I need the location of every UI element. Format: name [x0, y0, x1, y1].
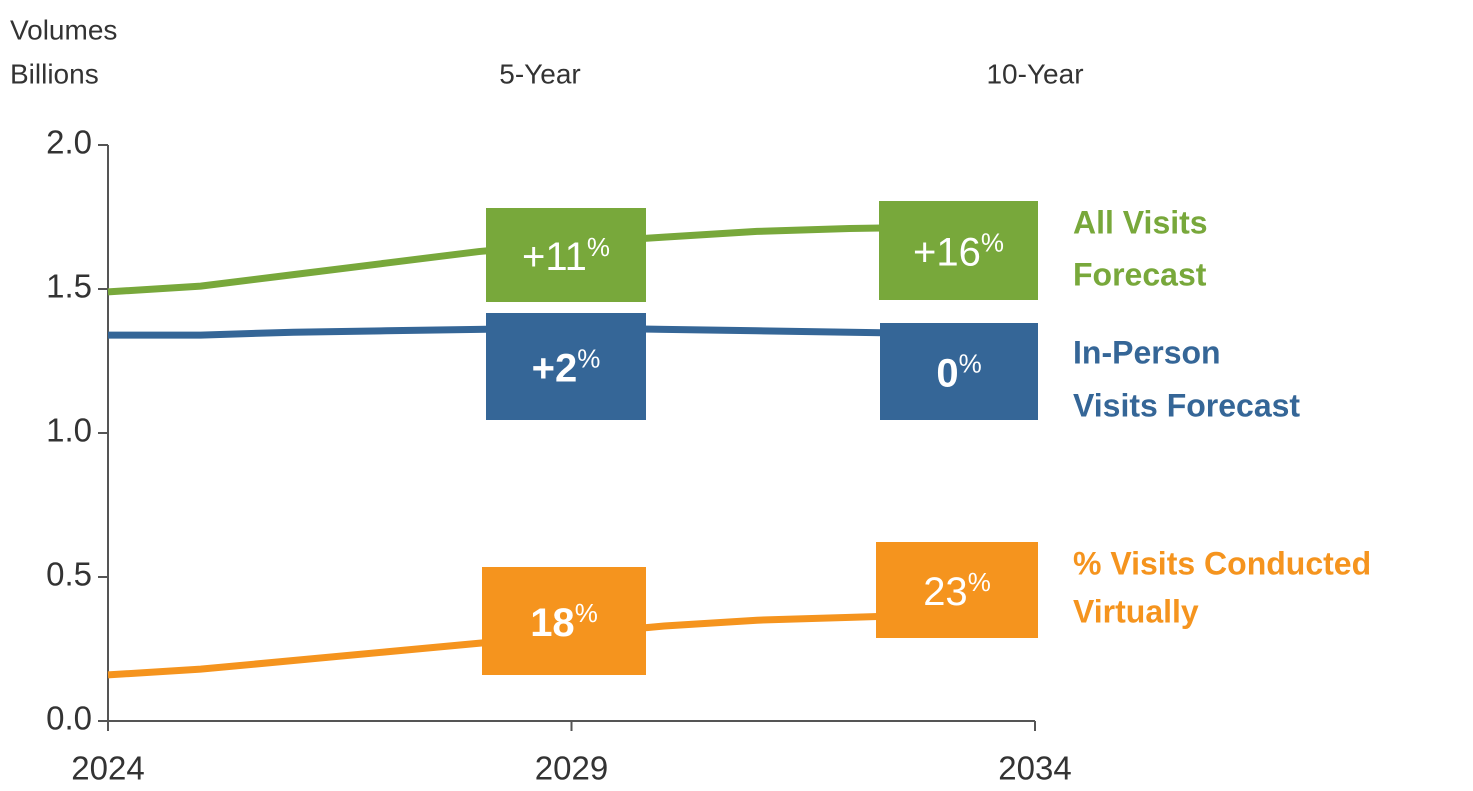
annotation-unit: % — [968, 567, 991, 597]
header: Volumes — [10, 14, 117, 45]
y-tick-label: 1.0 — [46, 412, 92, 449]
annotation-value: 0 — [936, 351, 958, 395]
annotation-unit: % — [959, 348, 982, 378]
annotation: +11% — [522, 232, 610, 279]
annotation-box — [486, 313, 646, 420]
annotation: 18% — [530, 598, 598, 645]
annotation-unit: % — [587, 232, 610, 262]
y-tick-label: 0.0 — [46, 700, 92, 737]
annotation: +16% — [913, 227, 1004, 274]
series-label: % Visits Conducted — [1073, 545, 1371, 581]
annotation-unit: % — [577, 343, 600, 373]
series-label: All Visits — [1073, 204, 1208, 240]
x-tick-label: 2024 — [71, 750, 144, 787]
annotation-box — [880, 323, 1038, 420]
header: Billions — [10, 58, 99, 89]
y-tick-label: 2.0 — [46, 124, 92, 161]
annotation-value: +2 — [532, 346, 578, 390]
series-label: In-Person — [1073, 334, 1221, 370]
x-tick-label: 2029 — [535, 750, 608, 787]
series-label: Forecast — [1073, 256, 1207, 292]
series-label: Visits Forecast — [1073, 387, 1300, 423]
annotation-value: +11 — [522, 235, 587, 279]
annotation-unit: % — [575, 598, 598, 628]
column-header: 10-Year — [986, 58, 1083, 89]
annotation: 23% — [923, 567, 991, 614]
annotation: 0% — [936, 348, 981, 395]
annotation-unit: % — [981, 227, 1004, 257]
annotation-box — [486, 208, 646, 302]
annotation-box — [482, 567, 646, 675]
annotation-value: +16 — [913, 230, 981, 274]
x-tick-label: 2034 — [998, 750, 1071, 787]
annotation-box — [879, 201, 1038, 300]
y-tick-label: 1.5 — [46, 268, 92, 305]
annotation-value: 18 — [530, 601, 575, 645]
annotation-box — [876, 542, 1038, 638]
series-label: Virtually — [1073, 593, 1199, 629]
annotation: +2% — [532, 343, 601, 390]
column-header: 5-Year — [499, 58, 580, 89]
y-tick-label: 0.5 — [46, 556, 92, 593]
annotation-value: 23 — [923, 570, 968, 614]
